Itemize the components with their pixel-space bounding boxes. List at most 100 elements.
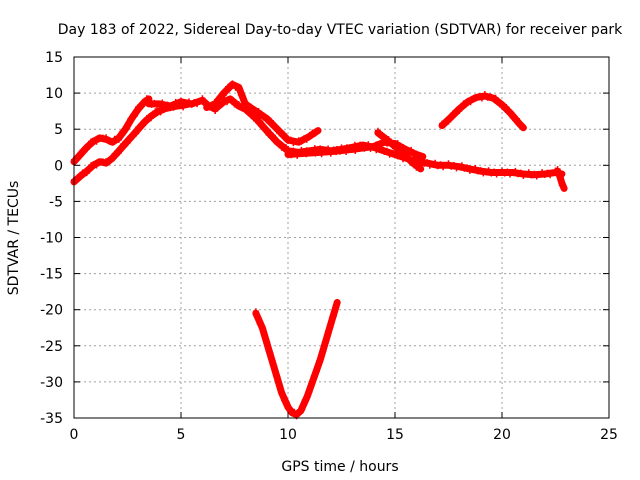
data-point (517, 169, 524, 176)
data-point (109, 155, 116, 162)
data-point (86, 142, 92, 149)
data-point (306, 150, 313, 156)
data-point (270, 132, 276, 139)
data-point (303, 136, 310, 143)
data-point (309, 129, 316, 136)
data-point (370, 144, 377, 151)
data-point (512, 167, 519, 174)
data-point (215, 97, 222, 104)
data-point (313, 368, 320, 375)
data-point (379, 132, 386, 139)
data-point (291, 408, 298, 415)
data-point (432, 159, 439, 166)
data-point (239, 92, 245, 99)
data-point (236, 86, 243, 93)
data-point (128, 134, 135, 141)
y-tick-label: -35 (40, 411, 63, 427)
data-point (90, 161, 97, 168)
data-point (323, 337, 330, 344)
data-point (389, 140, 396, 147)
axis-layer: 0 5 10 15 20 25 -35 -30 -25 -20 -15 -10 -5 0 5 10 15 (40, 50, 618, 443)
data-point (267, 349, 274, 356)
data-point (229, 96, 236, 103)
data-point (133, 108, 140, 115)
data-point (137, 104, 144, 111)
data-point (451, 111, 458, 118)
data-point (261, 331, 268, 338)
data-point (462, 101, 469, 108)
data-point (199, 95, 206, 102)
data-point (93, 138, 100, 145)
x-tick-label: 10 (279, 427, 297, 443)
y-tick-label: -25 (40, 339, 63, 355)
data-point (361, 145, 368, 152)
data-point (492, 94, 499, 101)
data-point (374, 127, 381, 134)
data-point (268, 356, 275, 363)
data-point (264, 339, 271, 345)
x-tick-label: 0 (70, 427, 79, 443)
data-point (477, 167, 484, 174)
data-point (96, 159, 103, 166)
data-point (325, 328, 332, 335)
data-point (340, 146, 346, 153)
data-point (309, 379, 316, 386)
data-point (218, 101, 225, 108)
x-axis-label: GPS time / hours (281, 459, 398, 475)
data-point (514, 115, 520, 122)
data-point (411, 160, 418, 166)
series-arc-bump (203, 80, 322, 147)
data-point (93, 162, 100, 169)
data-point (128, 116, 135, 123)
data-point (133, 130, 140, 137)
data-point (450, 162, 457, 168)
data-point (330, 313, 337, 319)
data-point (554, 166, 561, 173)
data-point (90, 137, 97, 144)
data-point (316, 358, 322, 365)
data-point (458, 162, 465, 169)
data-point (447, 114, 454, 121)
data-point (229, 80, 236, 87)
data-point (164, 101, 171, 108)
data-point (255, 315, 262, 322)
data-point (311, 373, 318, 380)
data-point (280, 130, 287, 137)
x-tick-label: 15 (386, 427, 404, 443)
data-point (384, 147, 390, 154)
data-point (260, 325, 267, 332)
data-point (496, 99, 503, 105)
data-point (312, 130, 319, 137)
data-point (141, 119, 148, 125)
data-point (272, 367, 279, 374)
data-point (518, 121, 525, 128)
data-point (385, 136, 392, 143)
data-point (257, 118, 264, 125)
data-point (125, 120, 132, 127)
data-point (157, 109, 164, 116)
data-point (375, 143, 382, 150)
data-point (346, 146, 353, 153)
data-point (148, 115, 154, 122)
data-point (327, 324, 334, 330)
data-point (178, 97, 184, 104)
series-arc-upper-start (70, 95, 153, 166)
data-point (333, 303, 340, 310)
data-point (328, 319, 335, 326)
x-tick-label: 25 (600, 427, 618, 443)
data-point (235, 101, 242, 108)
data-point (408, 146, 415, 153)
data-point (320, 348, 327, 355)
data-point (143, 95, 150, 102)
data-point (349, 145, 356, 152)
data-point (407, 155, 413, 162)
data-point (445, 160, 452, 167)
data-point (424, 159, 431, 166)
data-point (212, 108, 219, 114)
data-point (413, 150, 420, 157)
data-point (287, 136, 294, 143)
data-point (303, 151, 310, 158)
data-point (456, 108, 463, 114)
